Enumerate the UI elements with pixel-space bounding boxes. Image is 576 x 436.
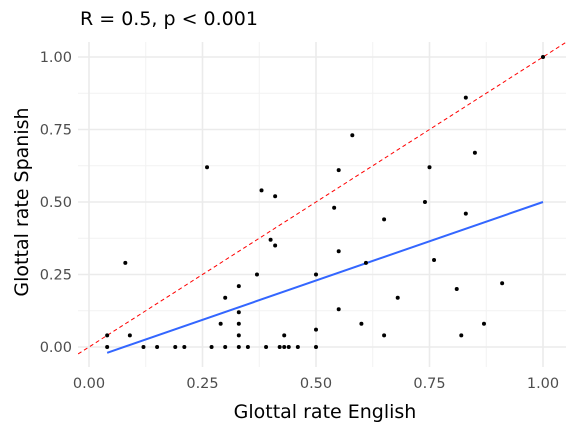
data-point <box>245 345 250 349</box>
data-point <box>336 249 341 254</box>
data-point <box>314 345 318 349</box>
reference-line <box>78 42 566 355</box>
y-tick-label: 0.50 <box>40 195 72 211</box>
y-tick-label: 1.00 <box>40 50 72 66</box>
x-axis-label: Glottal rate English <box>234 401 417 423</box>
data-point <box>254 272 259 277</box>
y-tick-label: 0.00 <box>40 340 72 356</box>
data-point <box>205 165 210 170</box>
data-point <box>286 345 291 349</box>
data-point <box>127 333 132 338</box>
y-axis-label: Glottal rate Spanish <box>11 107 33 296</box>
data-point <box>268 237 273 242</box>
data-point <box>236 284 241 289</box>
data-point <box>105 345 110 349</box>
data-point <box>273 194 278 199</box>
data-point <box>382 217 387 222</box>
data-point <box>463 95 468 100</box>
data-point <box>427 165 432 170</box>
data-point <box>236 333 241 338</box>
data-point <box>236 310 241 315</box>
data-point <box>155 345 160 349</box>
data-point <box>314 272 318 277</box>
x-tick-label: 0.75 <box>413 376 445 392</box>
data-point <box>541 55 545 59</box>
data-point <box>395 295 400 300</box>
data-point <box>223 345 228 349</box>
data-point <box>481 321 486 326</box>
data-point <box>141 345 146 349</box>
data-point <box>295 345 300 349</box>
data-point <box>273 243 278 248</box>
y-tick-label: 0.75 <box>40 123 72 139</box>
x-tick-label: 1.00 <box>527 376 559 392</box>
data-point <box>459 333 464 338</box>
data-point <box>123 260 128 265</box>
data-point <box>182 345 187 349</box>
regression-line <box>106 201 544 354</box>
data-point <box>259 188 264 193</box>
x-tick-label: 0.50 <box>300 376 332 392</box>
y-tick-label: 0.25 <box>40 268 72 284</box>
data-point <box>363 260 368 265</box>
data-point <box>336 307 341 312</box>
data-point <box>332 205 337 210</box>
x-tick-label: 0.00 <box>73 376 105 392</box>
data-point <box>382 333 387 338</box>
data-point <box>454 287 459 291</box>
data-point <box>314 327 318 332</box>
data-point <box>209 345 214 349</box>
data-point <box>472 150 477 155</box>
data-point <box>336 168 341 173</box>
data-point <box>359 321 364 326</box>
data-point <box>422 200 427 204</box>
data-point <box>350 133 355 138</box>
data-point <box>500 281 505 286</box>
data-point <box>218 321 223 326</box>
data-point <box>223 295 228 300</box>
data-point <box>277 345 282 349</box>
data-point <box>173 345 178 349</box>
data-point <box>264 345 269 349</box>
data-point <box>463 211 468 216</box>
chart-title: R = 0.5, p < 0.001 <box>80 8 258 30</box>
data-point <box>282 333 287 338</box>
data-point <box>236 345 241 349</box>
data-point <box>105 333 110 338</box>
data-point <box>432 258 437 262</box>
data-point <box>236 321 241 326</box>
data-point <box>282 345 287 349</box>
x-tick-label: 0.25 <box>186 376 218 392</box>
